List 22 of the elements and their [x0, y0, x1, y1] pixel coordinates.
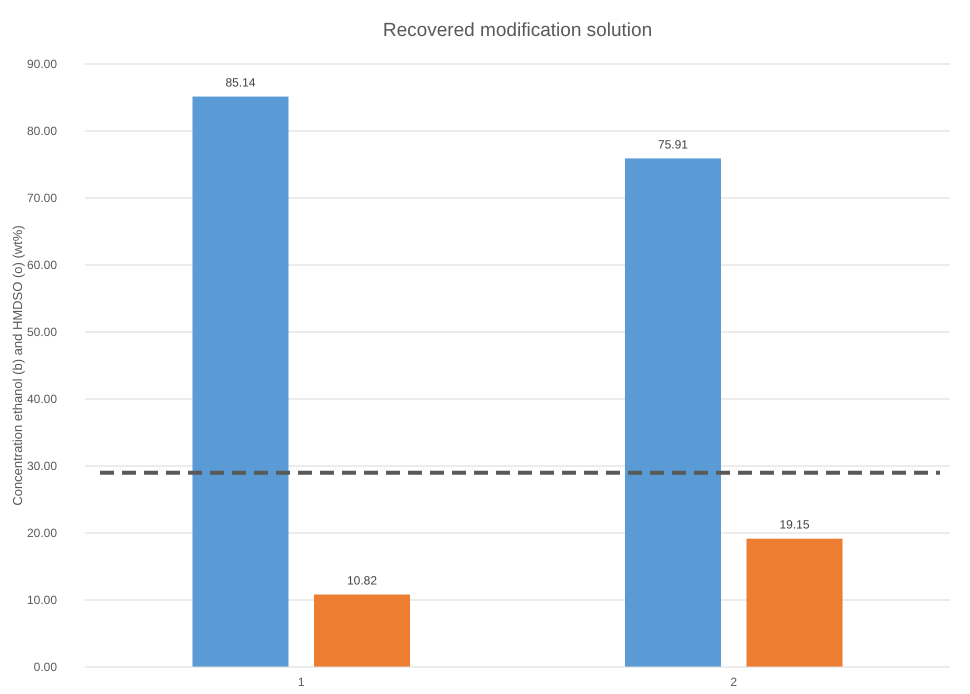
x-tick-label: 2: [730, 675, 738, 689]
data-label: 19.15: [780, 518, 810, 532]
y-tick-label: 80.00: [26, 124, 58, 138]
y-tick-label: 70.00: [26, 191, 58, 205]
data-label: 75.91: [658, 137, 688, 152]
y-tick-label: 40.00: [26, 392, 58, 406]
y-tick-label: 30.00: [26, 459, 58, 473]
y-tick-label: 10.00: [26, 593, 58, 607]
bar: [314, 594, 410, 667]
y-tick-label: 90.00: [26, 57, 58, 71]
y-tick-label: 20.00: [26, 526, 58, 540]
bar: [624, 158, 721, 667]
y-tick-label: 50.00: [26, 325, 58, 339]
chart-title: Recovered modification solution: [382, 20, 652, 41]
bar: [746, 538, 843, 667]
data-label: 10.82: [347, 574, 378, 588]
bar: [192, 96, 288, 667]
y-tick-label: 60.00: [26, 258, 58, 272]
y-axis-title: Concentration ethanol (b) and HMDSO (o) (wt%): [10, 225, 25, 506]
x-tick-label: 1: [298, 675, 305, 689]
y-tick-label: 0.00: [34, 660, 58, 674]
data-label: 85.14: [225, 76, 256, 90]
